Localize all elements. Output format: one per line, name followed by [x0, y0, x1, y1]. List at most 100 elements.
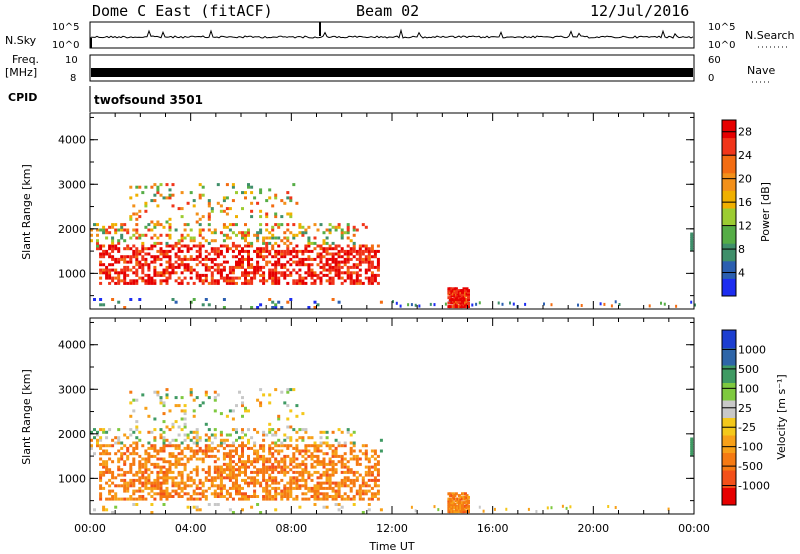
echo-cell	[271, 268, 275, 272]
echo-cell	[192, 489, 196, 493]
echo-cell	[165, 460, 169, 464]
echo-cell	[231, 265, 235, 269]
colorbar-frame	[721, 119, 737, 297]
echo-cell	[225, 279, 229, 283]
echo-cell	[325, 476, 329, 480]
echo-cell	[198, 404, 202, 408]
echo-cell	[316, 454, 320, 458]
echo-cell	[135, 185, 139, 189]
echo-cell	[189, 265, 193, 269]
echo-cell	[144, 281, 148, 285]
echo-cell	[301, 225, 305, 229]
echo-cell	[204, 268, 208, 272]
echo-cell	[235, 476, 238, 480]
echo-cell	[162, 196, 166, 200]
echo-cell	[370, 281, 374, 285]
echo-cell	[171, 454, 175, 458]
echo-cell	[147, 263, 151, 267]
echo-cell	[171, 247, 175, 251]
echo-cell	[247, 257, 250, 261]
echo-cell	[111, 236, 115, 240]
echo-cell	[454, 492, 458, 496]
echo-cell	[90, 228, 93, 232]
echo-cell	[274, 465, 278, 469]
echo-cell	[204, 249, 208, 253]
echo-cell	[222, 260, 226, 264]
y-tick-label: 4000	[58, 134, 86, 147]
echo-cell	[150, 503, 154, 506]
echo-cell	[340, 481, 344, 485]
echo-cell	[222, 279, 226, 283]
echo-cell	[171, 481, 175, 485]
echo-cell	[156, 191, 160, 195]
echo-cell	[301, 436, 305, 440]
echo-cell	[274, 430, 278, 434]
echo-cell	[225, 476, 229, 480]
echo-cell	[271, 281, 275, 285]
echo-cell	[241, 495, 244, 498]
echo-cell	[256, 398, 260, 402]
echo-cell	[231, 279, 235, 283]
echo-cell	[195, 497, 199, 501]
echo-cell	[225, 236, 229, 240]
echo-cell	[301, 428, 305, 432]
echo-cell	[292, 476, 296, 480]
echo-cell	[283, 492, 287, 496]
echo-cell	[259, 265, 263, 269]
echo-cell	[450, 290, 454, 294]
echo-cell	[465, 497, 469, 501]
echo-cell	[298, 473, 302, 477]
echo-cell	[319, 484, 323, 488]
echo-cell	[274, 486, 278, 490]
echo-cell	[156, 271, 160, 275]
echo-cell	[180, 244, 184, 248]
echo-cell	[153, 438, 157, 442]
echo-cell	[256, 268, 260, 272]
echo-cell	[216, 465, 220, 469]
echo-cell	[289, 438, 293, 442]
echo-cell	[262, 449, 266, 453]
echo-cell	[147, 223, 151, 227]
echo-cell	[162, 404, 166, 408]
echo-cell	[244, 433, 247, 437]
echo-cell	[171, 495, 175, 498]
echo-cell	[219, 204, 223, 208]
echo-cell	[364, 492, 368, 496]
echo-cell	[325, 486, 329, 490]
echo-cell	[262, 478, 266, 482]
echo-cell	[304, 486, 308, 490]
echo-cell	[93, 223, 96, 227]
echo-cell	[304, 457, 308, 461]
echo-cell	[210, 476, 214, 480]
echo-cell	[138, 263, 142, 267]
echo-cell	[280, 495, 284, 498]
echo-cell	[277, 460, 281, 464]
echo-cell	[168, 444, 172, 448]
echo-cell	[96, 438, 99, 442]
echo-cell	[147, 468, 151, 472]
echo-cell	[310, 486, 314, 490]
echo-cell	[147, 247, 151, 251]
echo-cell	[96, 444, 99, 448]
echo-cell	[244, 409, 247, 413]
echo-cell	[96, 433, 99, 437]
echo-cell	[174, 438, 178, 442]
echo-cell	[361, 444, 365, 448]
echo-cell	[162, 438, 166, 442]
echo-cell	[117, 460, 121, 464]
echo-cell	[355, 265, 359, 269]
echo-cell	[159, 273, 163, 277]
echo-cell	[262, 257, 266, 261]
echo-cell	[247, 263, 250, 267]
echo-cell	[298, 484, 302, 488]
echo-cell	[168, 225, 172, 229]
echo-cell	[253, 470, 257, 474]
echo-cell	[328, 481, 332, 485]
echo-cell	[349, 252, 353, 256]
echo-cell	[259, 404, 263, 408]
echo-cell	[222, 457, 226, 461]
echo-cell	[244, 470, 247, 474]
echo-cell	[274, 306, 278, 309]
echo-cell	[352, 255, 356, 259]
echo-cell	[235, 276, 238, 280]
